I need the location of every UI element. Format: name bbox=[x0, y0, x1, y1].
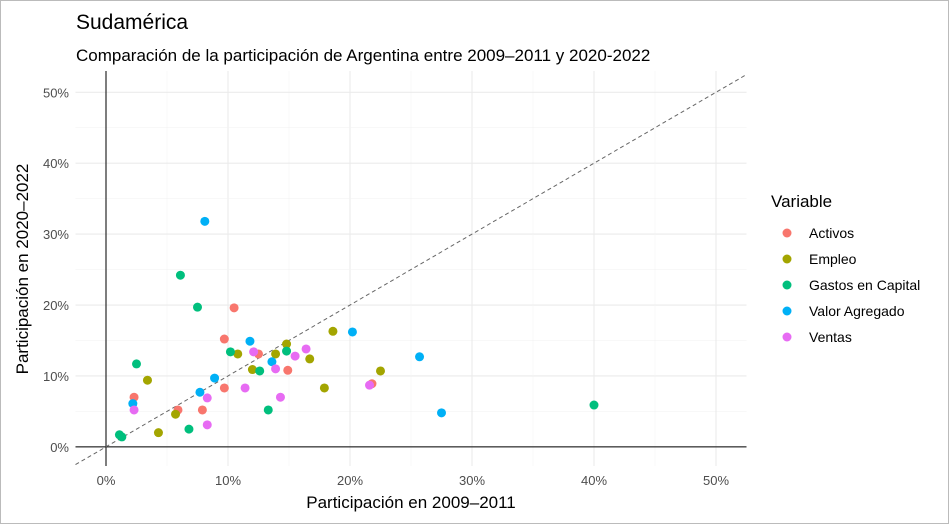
data-point bbox=[376, 366, 385, 376]
reference-line bbox=[75, 74, 747, 466]
data-point bbox=[437, 408, 446, 418]
data-point bbox=[271, 364, 281, 374]
legend-title: Variable bbox=[771, 192, 832, 211]
legend-label: Ventas bbox=[809, 329, 852, 345]
legend-key bbox=[782, 332, 792, 342]
y-axis-label: Participación en 2020–2022 bbox=[13, 164, 32, 375]
data-point bbox=[271, 349, 281, 359]
x-tick-label: 30% bbox=[459, 473, 485, 488]
data-point bbox=[347, 327, 357, 337]
legend-label: Gastos en Capital bbox=[809, 277, 920, 293]
data-point bbox=[171, 409, 181, 419]
data-point bbox=[193, 302, 202, 312]
data-point bbox=[200, 216, 210, 226]
x-tick-label: 0% bbox=[97, 473, 116, 488]
legend-key bbox=[782, 306, 792, 316]
data-point bbox=[219, 334, 229, 344]
data-point bbox=[197, 405, 207, 415]
x-axis-label: Participación en 2009–2011 bbox=[306, 493, 516, 512]
data-point bbox=[275, 392, 285, 402]
data-point bbox=[589, 400, 599, 410]
data-point bbox=[267, 357, 277, 367]
y-tick-label: 40% bbox=[43, 156, 69, 171]
data-point bbox=[117, 432, 127, 442]
legend-label: Empleo bbox=[809, 251, 857, 267]
data-point bbox=[249, 347, 259, 357]
data-point bbox=[210, 373, 220, 383]
data-point bbox=[184, 424, 194, 434]
x-tick-label: 50% bbox=[703, 473, 729, 488]
data-point bbox=[132, 359, 141, 369]
grid bbox=[75, 71, 747, 466]
y-tick-label: 30% bbox=[43, 227, 69, 242]
data-point bbox=[142, 375, 152, 385]
data-point bbox=[240, 383, 250, 393]
legend: Variable Activos Empleo Gastos en Capital V… bbox=[771, 192, 920, 345]
data-point bbox=[301, 344, 311, 354]
chart-title: Sudamérica bbox=[76, 11, 188, 34]
data-point bbox=[233, 349, 243, 359]
data-point bbox=[305, 354, 315, 364]
x-tick-label: 10% bbox=[215, 473, 241, 488]
data-point bbox=[255, 366, 265, 376]
legend-label: Valor Agregado bbox=[809, 303, 905, 319]
y-tick-label: 50% bbox=[43, 85, 69, 100]
data-point bbox=[245, 336, 255, 346]
x-tick-label: 40% bbox=[581, 473, 607, 488]
x-tick-label: 20% bbox=[337, 473, 363, 488]
y-tick-label: 10% bbox=[43, 369, 69, 384]
legend-label: Activos bbox=[809, 225, 854, 241]
data-point bbox=[153, 428, 163, 438]
data-point bbox=[365, 380, 375, 390]
data-point bbox=[202, 420, 212, 430]
data-point bbox=[263, 405, 273, 415]
data-point bbox=[247, 365, 257, 375]
legend-key bbox=[782, 280, 792, 290]
chart-subtitle: Comparación de la participación de Argen… bbox=[76, 46, 650, 65]
y-tick-label: 20% bbox=[43, 298, 69, 313]
data-point bbox=[328, 326, 338, 336]
data-point bbox=[282, 339, 292, 349]
data-point bbox=[283, 365, 293, 375]
points bbox=[114, 216, 599, 442]
legend-key bbox=[782, 254, 792, 264]
data-point bbox=[319, 383, 329, 393]
legend-key bbox=[782, 228, 792, 238]
data-point bbox=[229, 303, 239, 313]
data-point bbox=[219, 383, 229, 393]
data-point bbox=[290, 351, 300, 361]
data-point bbox=[225, 347, 235, 357]
data-point bbox=[282, 346, 292, 356]
data-point bbox=[202, 393, 212, 403]
data-point bbox=[175, 270, 185, 280]
data-point bbox=[415, 352, 425, 362]
data-point bbox=[129, 405, 139, 415]
y-tick-label: 0% bbox=[50, 440, 69, 455]
data-point bbox=[195, 387, 205, 397]
axes: 0% 10% 20% 30% 40% 50% 0% 10% 20% 30% 40% 50% bbox=[43, 71, 747, 488]
